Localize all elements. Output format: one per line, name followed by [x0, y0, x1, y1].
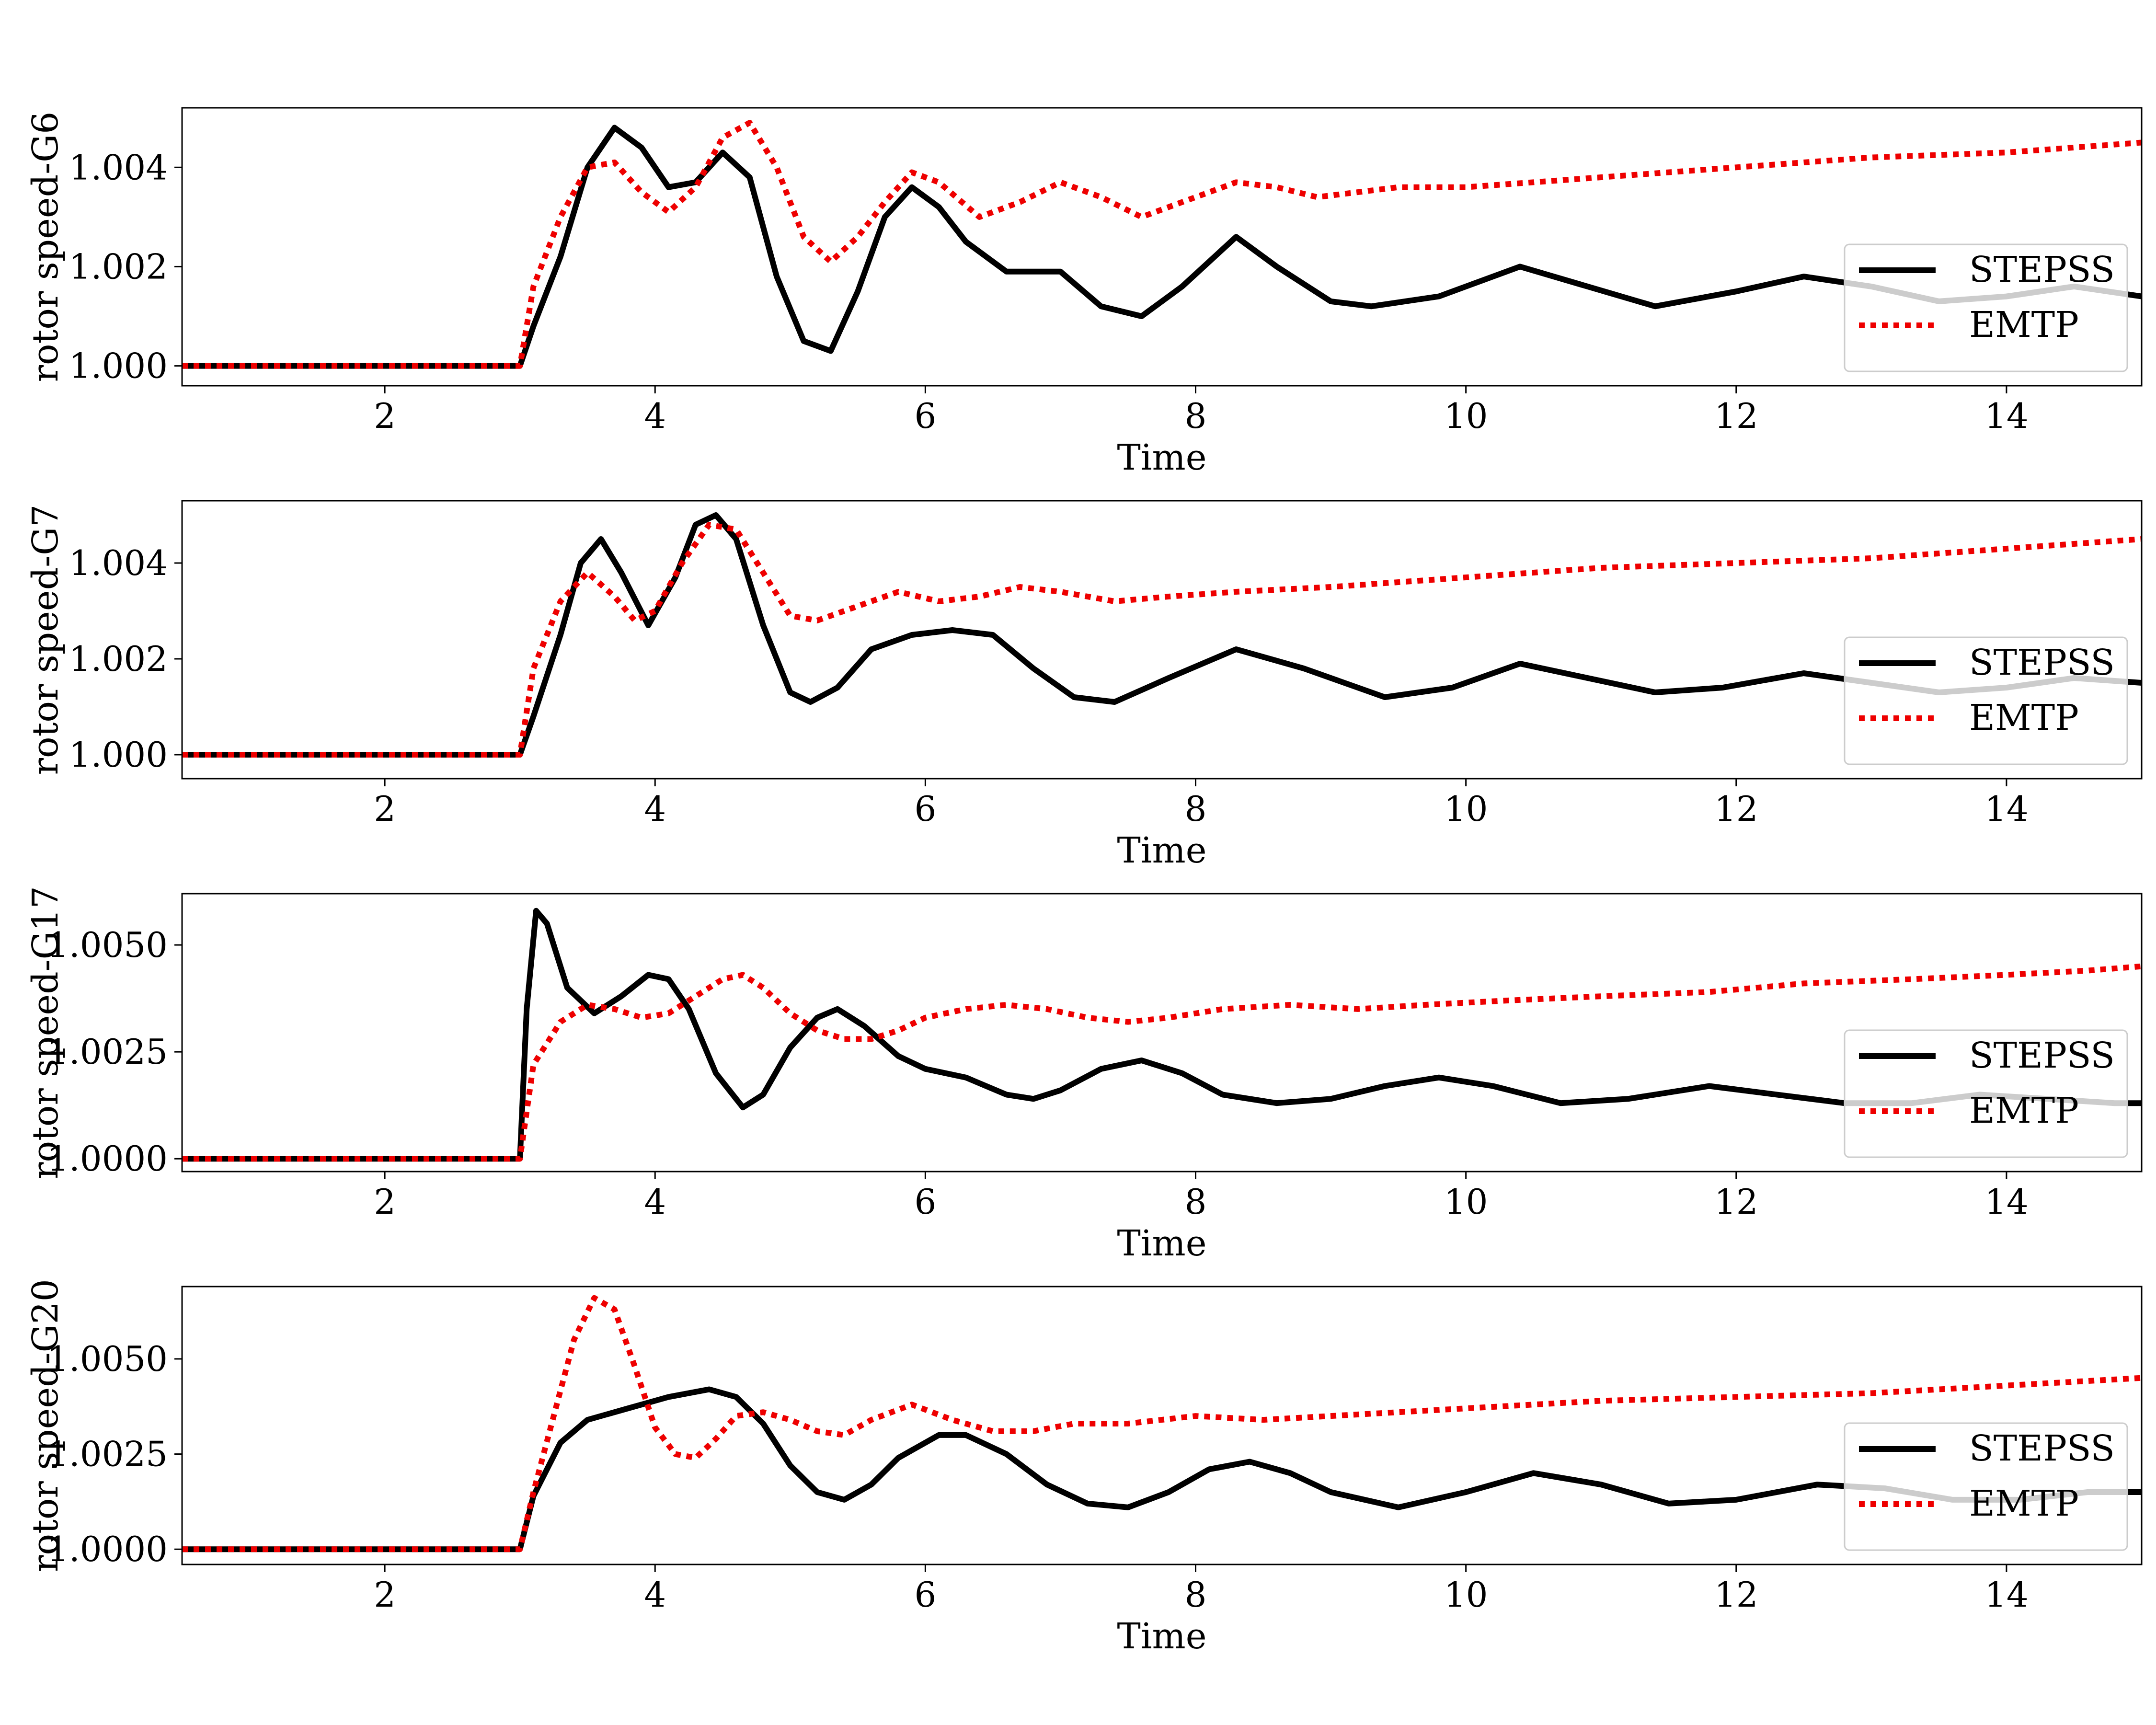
legend-label-emtp: EMTP — [1969, 1090, 2079, 1131]
subplot-4: 2 4 6 8 10 12 14 1.0000 1.0025 1.0050 Time rotor sp… — [25, 1279, 2143, 1657]
y-axis-label: rotor speed-G20 — [25, 1279, 66, 1572]
subplot-2: 2 4 6 8 10 12 14 1.000 1.002 1.004 Time rotor speed… — [25, 500, 2143, 871]
axes-frame — [181, 500, 2143, 780]
x-tick-label: 10 — [1444, 396, 1488, 436]
series-line-emtp — [182, 522, 2142, 758]
axes-frame — [181, 107, 2143, 387]
legend-frame — [1844, 1422, 2128, 1551]
legend-label-emtp: EMTP — [1969, 1483, 2079, 1524]
legend: STEPSS EMTP — [1844, 1422, 2128, 1551]
series-line-emtp — [182, 120, 2142, 369]
y-tick-label: 1.0050 — [47, 925, 168, 965]
y-axis-label: rotor speed-G7 — [25, 505, 66, 775]
x-tick-label: 6 — [914, 1182, 936, 1222]
x-tick-label: 14 — [1984, 396, 2029, 436]
legend-label-stepss: STEPSS — [1969, 1428, 2115, 1469]
series-line-stepss — [182, 908, 2142, 1162]
x-tick-label: 6 — [914, 1575, 936, 1615]
legend-label-stepss: STEPSS — [1969, 642, 2115, 683]
x-tick-label: 2 — [374, 1575, 396, 1615]
x-tick-label: 4 — [644, 1575, 666, 1615]
y-tick-label: 1.000 — [69, 346, 168, 386]
x-tick-label: 2 — [374, 396, 396, 436]
x-axis-label: Time — [1117, 1223, 1207, 1264]
subplot-3: 2 4 6 8 10 12 14 1.0000 1.0025 1.0050 Time rotor sp… — [25, 886, 2143, 1264]
x-tick-label: 6 — [914, 396, 936, 436]
x-tick-label: 10 — [1444, 1182, 1488, 1222]
y-tick-label: 1.002 — [69, 246, 168, 287]
y-tick-label: 1.0025 — [47, 1032, 168, 1072]
x-tick-label: 6 — [914, 789, 936, 829]
legend-frame — [1844, 243, 2128, 372]
series-line-stepss — [182, 125, 2142, 369]
y-axis-label: rotor speed-G17 — [25, 886, 66, 1179]
legend-frame — [1844, 636, 2128, 765]
x-tick-label: 4 — [644, 789, 666, 829]
x-tick-label: 14 — [1984, 1182, 2029, 1222]
x-tick-label: 12 — [1714, 789, 1758, 829]
series-line-emtp — [182, 1295, 2142, 1552]
x-axis-label: Time — [1117, 437, 1207, 478]
y-axis-label: rotor speed-G6 — [25, 112, 66, 382]
y-tick-label: 1.0050 — [47, 1339, 168, 1379]
subplot-1: 2 4 6 8 10 12 14 1.000 1.002 1.004 Time rotor speed… — [25, 107, 2143, 478]
x-tick-label: 4 — [644, 1182, 666, 1222]
series-line-stepss — [182, 512, 2142, 758]
x-tick-label: 8 — [1185, 1182, 1207, 1222]
x-tick-label: 10 — [1444, 1575, 1488, 1615]
x-tick-label: 12 — [1714, 1182, 1758, 1222]
x-tick-label: 12 — [1714, 396, 1758, 436]
x-tick-label: 2 — [374, 1182, 396, 1222]
legend-label-stepss: STEPSS — [1969, 1035, 2115, 1076]
y-tick-label: 1.004 — [69, 543, 168, 583]
axes-frame — [181, 893, 2143, 1173]
x-tick-label: 10 — [1444, 789, 1488, 829]
legend-label-emtp: EMTP — [1969, 304, 2079, 345]
y-tick-label: 1.0000 — [47, 1138, 168, 1179]
legend: STEPSS EMTP — [1844, 636, 2128, 765]
y-tick-label: 1.002 — [69, 639, 168, 679]
x-tick-label: 2 — [374, 789, 396, 829]
legend-frame — [1844, 1029, 2128, 1158]
x-tick-label: 8 — [1185, 789, 1207, 829]
x-tick-label: 4 — [644, 396, 666, 436]
series-line-stepss — [182, 1386, 2142, 1552]
x-tick-label: 14 — [1984, 789, 2029, 829]
x-axis-label: Time — [1117, 1616, 1207, 1657]
y-tick-label: 1.0000 — [47, 1529, 168, 1569]
axes-frame — [181, 1286, 2143, 1565]
y-tick-label: 1.000 — [69, 735, 168, 775]
x-tick-label: 8 — [1185, 1575, 1207, 1615]
y-tick-label: 1.0025 — [47, 1434, 168, 1474]
series-line-emtp — [182, 963, 2142, 1162]
x-tick-label: 8 — [1185, 396, 1207, 436]
x-axis-label: Time — [1117, 830, 1207, 871]
legend: STEPSS EMTP — [1844, 243, 2128, 372]
x-tick-label: 12 — [1714, 1575, 1758, 1615]
y-tick-label: 1.004 — [69, 147, 168, 187]
legend-label-emtp: EMTP — [1969, 697, 2079, 738]
legend-label-stepss: STEPSS — [1969, 249, 2115, 290]
legend: STEPSS EMTP — [1844, 1029, 2128, 1158]
x-tick-label: 14 — [1984, 1575, 2029, 1615]
